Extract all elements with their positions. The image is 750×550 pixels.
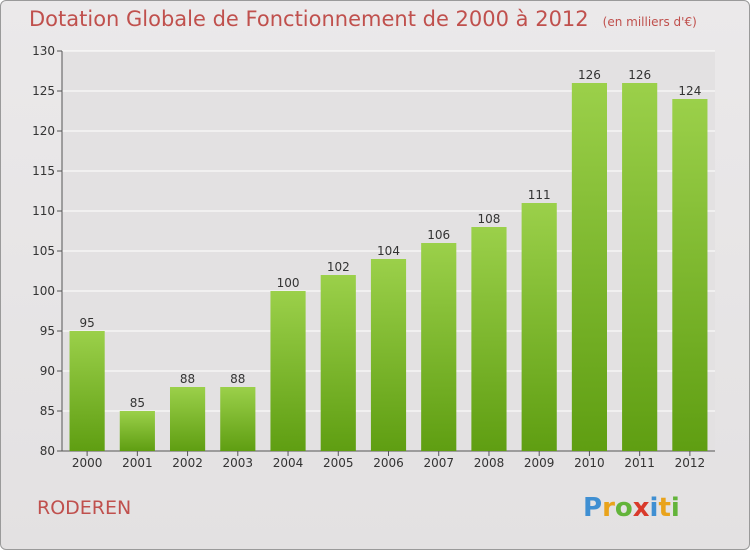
bar: [672, 99, 708, 451]
x-tick-label: 2008: [474, 456, 505, 470]
bar: [320, 275, 356, 451]
bar: [220, 387, 256, 451]
x-tick-label: 2003: [223, 456, 254, 470]
y-tick-label: 125: [32, 84, 55, 98]
chart-title-block: Dotation Globale de Fonctionnement de 20…: [29, 7, 697, 31]
bar-value-label: 124: [678, 84, 701, 98]
y-tick-label: 95: [40, 324, 55, 338]
bar-value-label: 100: [277, 276, 300, 290]
bar-value-label: 106: [427, 228, 450, 242]
x-tick-label: 2009: [524, 456, 555, 470]
bar-value-label: 126: [628, 68, 651, 82]
bars: 95 85 88 88 100 102 104 106 108 111 126 126 124: [69, 68, 708, 451]
y-tick-label: 100: [32, 284, 55, 298]
bar-value-label: 102: [327, 260, 350, 274]
bar: [270, 291, 306, 451]
y-tick-label: 110: [32, 204, 55, 218]
x-tick-label: 2005: [323, 456, 354, 470]
proxiti-logo: Proxiti: [583, 493, 680, 523]
axes: 80 85 90 95 100 105 110 115 120 125 130 2000 2001 200…: [32, 44, 715, 470]
bar-value-label: 85: [130, 396, 145, 410]
bar-value-label: 126: [578, 68, 601, 82]
x-tick-label: 2006: [373, 456, 404, 470]
y-tick-label: 90: [40, 364, 55, 378]
bar-value-label: 108: [478, 212, 501, 226]
bar-value-label: 104: [377, 244, 400, 258]
y-tick-label: 80: [40, 444, 55, 458]
commune-name: RODEREN: [37, 497, 132, 519]
bar-value-label: 111: [528, 188, 551, 202]
x-tick-label: 2002: [172, 456, 203, 470]
x-tick-label: 2011: [624, 456, 655, 470]
unit-note: (en milliers d'€): [602, 15, 697, 29]
y-tick-label: 130: [32, 44, 55, 58]
x-tick-label: 2010: [574, 456, 605, 470]
bar: [521, 203, 557, 451]
bar: [622, 83, 658, 451]
y-tick-label: 120: [32, 124, 55, 138]
chart-title: Dotation Globale de Fonctionnement de 20…: [29, 7, 589, 31]
bar-value-label: 88: [230, 372, 245, 386]
x-tick-label: 2000: [72, 456, 103, 470]
bar: [370, 259, 407, 451]
x-tick-label: 2001: [122, 456, 153, 470]
bar: [119, 411, 155, 451]
svg-text:Proxiti: Proxiti: [583, 493, 680, 523]
y-tick-label: 105: [32, 244, 55, 258]
bar-value-label: 88: [180, 372, 195, 386]
x-tick-label: 2012: [675, 456, 706, 470]
bar: [169, 387, 206, 451]
bar: [69, 331, 105, 451]
x-tick-label: 2004: [273, 456, 304, 470]
bar: [571, 83, 608, 451]
y-tick-label: 85: [40, 404, 55, 418]
bar: [471, 227, 507, 451]
x-tick-label: 2007: [423, 456, 454, 470]
y-tick-label: 115: [32, 164, 55, 178]
bar-value-label: 95: [79, 316, 94, 330]
bar: [421, 243, 457, 451]
